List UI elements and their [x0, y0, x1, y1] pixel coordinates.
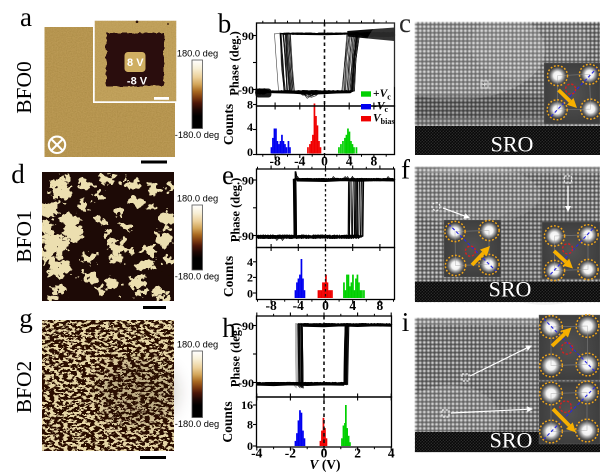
svg-text:BFO1: BFO1: [12, 210, 36, 263]
svg-text:V (V): V (V): [309, 457, 340, 472]
svg-text:Vbias: Vbias: [373, 113, 394, 127]
svg-text:0: 0: [247, 287, 253, 301]
svg-text:Counts: Counts: [220, 401, 235, 442]
svg-text:-8: -8: [265, 298, 276, 313]
svg-text:180.0 deg: 180.0 deg: [177, 49, 218, 59]
svg-text:Phase (deg.): Phase (deg.): [229, 178, 243, 243]
svg-text:90: 90: [242, 319, 254, 333]
svg-text:16: 16: [241, 398, 253, 412]
svg-text:SRO: SRO: [490, 428, 533, 453]
svg-text:h: h: [222, 313, 236, 343]
svg-text:-180.0 deg: -180.0 deg: [175, 272, 219, 282]
svg-text:SRO: SRO: [491, 132, 534, 157]
svg-text:-4: -4: [293, 298, 304, 313]
svg-text:Phase (deg.): Phase (deg.): [229, 323, 243, 388]
svg-text:90: 90: [242, 29, 254, 43]
svg-text:+Vc: +Vc: [373, 88, 391, 102]
svg-text:0: 0: [247, 145, 253, 159]
svg-text:4: 4: [346, 154, 353, 169]
svg-text:c: c: [399, 8, 411, 38]
svg-text:4: 4: [247, 255, 253, 269]
svg-text:-4: -4: [251, 446, 262, 461]
svg-text:-90: -90: [238, 229, 254, 243]
svg-text:-8 V: -8 V: [127, 76, 148, 88]
svg-text:8: 8: [377, 298, 384, 313]
svg-text:-2: -2: [285, 446, 296, 461]
svg-text:Counts: Counts: [221, 104, 236, 145]
svg-text:2: 2: [354, 446, 361, 461]
svg-text:-4: -4: [294, 154, 305, 169]
svg-text:BFO0: BFO0: [12, 61, 36, 114]
svg-text:Counts: Counts: [221, 256, 236, 297]
svg-text:b: b: [218, 9, 232, 39]
svg-text:i: i: [402, 307, 410, 337]
svg-text:0: 0: [322, 298, 329, 313]
svg-text:e: e: [222, 160, 234, 190]
svg-text:-180.0 deg: -180.0 deg: [175, 419, 219, 429]
svg-text:4: 4: [247, 120, 253, 134]
svg-text:0: 0: [247, 439, 253, 453]
svg-text:8: 8: [247, 98, 253, 112]
svg-text:8: 8: [247, 418, 253, 432]
svg-text:Phase (deg.): Phase (deg.): [228, 31, 242, 96]
svg-text:-180.0 deg: -180.0 deg: [175, 130, 219, 140]
svg-text:90: 90: [242, 174, 254, 188]
svg-text:180.0 deg: 180.0 deg: [177, 194, 218, 204]
svg-text:8 V: 8 V: [127, 57, 144, 69]
svg-text:8: 8: [371, 154, 378, 169]
svg-text:0: 0: [321, 446, 328, 461]
svg-text:f: f: [401, 155, 410, 185]
svg-text:a: a: [20, 2, 32, 32]
svg-text:2: 2: [247, 271, 253, 285]
svg-text:g: g: [19, 303, 33, 333]
svg-text:-90: -90: [238, 83, 254, 97]
svg-text:SRO: SRO: [489, 277, 532, 302]
svg-text:BFO2: BFO2: [12, 361, 36, 414]
svg-text:-90: -90: [238, 376, 254, 390]
svg-text:4: 4: [388, 446, 395, 461]
svg-text:4: 4: [349, 298, 356, 313]
svg-text:-8: -8: [269, 154, 280, 169]
svg-text:180.0 deg: 180.0 deg: [177, 340, 218, 350]
svg-text:d: d: [11, 159, 25, 189]
svg-text:0: 0: [321, 154, 328, 169]
